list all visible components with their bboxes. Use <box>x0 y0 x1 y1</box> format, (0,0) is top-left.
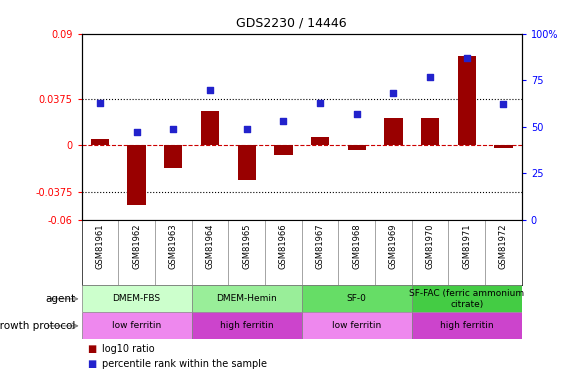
Point <box>168 126 178 132</box>
Text: ■: ■ <box>87 359 97 369</box>
Text: GSM81967: GSM81967 <box>315 223 325 268</box>
Text: GSM81964: GSM81964 <box>205 223 215 268</box>
Bar <box>82 312 192 339</box>
Text: GSM81963: GSM81963 <box>169 223 178 268</box>
Bar <box>128 146 146 205</box>
Text: GSM81961: GSM81961 <box>96 223 104 268</box>
Point <box>462 55 472 61</box>
Point <box>205 87 215 93</box>
Text: GSM81965: GSM81965 <box>242 223 251 268</box>
Bar <box>458 56 476 146</box>
Point <box>499 101 508 107</box>
Bar <box>494 146 512 148</box>
Bar <box>274 146 293 155</box>
Bar <box>384 118 403 146</box>
Text: percentile rank within the sample: percentile rank within the sample <box>102 359 267 369</box>
Text: GSM81969: GSM81969 <box>389 223 398 268</box>
Text: low ferritin: low ferritin <box>112 321 161 330</box>
Text: low ferritin: low ferritin <box>332 321 381 330</box>
Bar <box>302 285 412 312</box>
Text: high ferritin: high ferritin <box>440 321 494 330</box>
Point <box>95 100 104 106</box>
Point <box>426 74 435 80</box>
Point <box>389 90 398 96</box>
Bar <box>347 146 366 150</box>
Text: DMEM-Hemin: DMEM-Hemin <box>216 294 277 303</box>
Text: ■: ■ <box>87 344 97 354</box>
Bar <box>201 111 219 146</box>
Bar <box>192 312 301 339</box>
Text: log10 ratio: log10 ratio <box>102 344 154 354</box>
Bar <box>412 312 522 339</box>
Text: SF-FAC (ferric ammonium
citrate): SF-FAC (ferric ammonium citrate) <box>409 289 524 309</box>
Point <box>315 100 325 106</box>
Point <box>279 118 288 124</box>
Bar <box>311 136 329 146</box>
Text: SF-0: SF-0 <box>347 294 367 303</box>
Bar <box>164 146 182 168</box>
Point <box>242 126 251 132</box>
Text: high ferritin: high ferritin <box>220 321 273 330</box>
Text: DMEM-FBS: DMEM-FBS <box>113 294 161 303</box>
Text: GSM81966: GSM81966 <box>279 223 288 268</box>
Text: GSM81962: GSM81962 <box>132 223 141 268</box>
Bar <box>237 146 256 180</box>
Bar <box>91 139 109 146</box>
Bar <box>82 285 192 312</box>
Bar <box>412 285 522 312</box>
Text: GSM81970: GSM81970 <box>426 223 434 268</box>
Point <box>352 111 361 117</box>
Text: growth protocol: growth protocol <box>0 321 76 331</box>
Point <box>132 129 141 135</box>
Text: GSM81971: GSM81971 <box>462 223 471 268</box>
Bar <box>302 312 412 339</box>
Text: agent: agent <box>45 294 76 304</box>
Bar <box>192 285 301 312</box>
Text: GDS2230 / 14446: GDS2230 / 14446 <box>236 16 347 29</box>
Text: GSM81972: GSM81972 <box>499 223 508 268</box>
Bar <box>421 118 439 146</box>
Text: GSM81968: GSM81968 <box>352 223 361 268</box>
